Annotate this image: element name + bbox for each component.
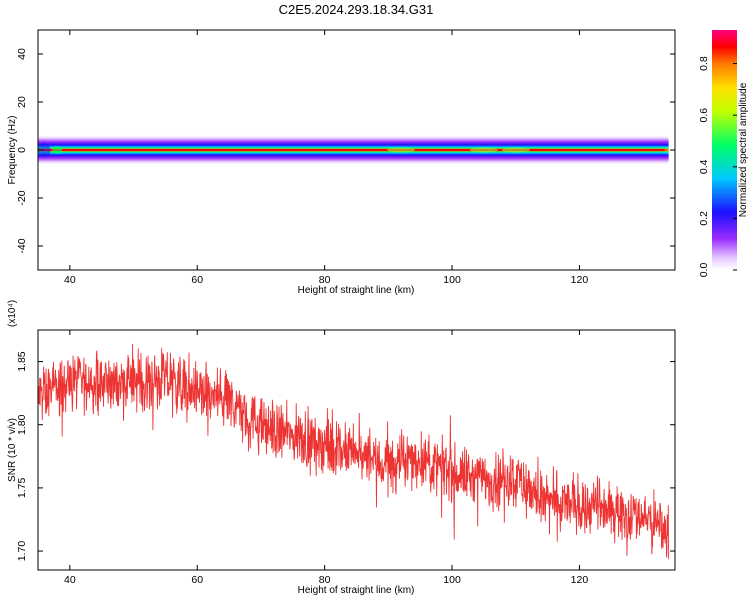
spectral-highlight <box>387 147 416 153</box>
snr-ytick-label: 1.75 <box>16 478 28 499</box>
figure-title: C2E5.2024.293.18.34.G31 <box>279 2 434 17</box>
spectrogram-xtick-label: 60 <box>191 274 203 286</box>
spectrogram-ytick-label: 0 <box>16 147 28 153</box>
snr-xtick-label: 40 <box>64 574 76 586</box>
snr-series-line <box>38 343 670 560</box>
spectrogram-panel: 40 60 80 100 120 -40 -20 0 20 40 Height of straig… <box>7 29 676 296</box>
snr-ticks: 40 60 80 100 120 1.70 1.75 1.80 1.85 <box>16 330 675 586</box>
snr-ytick-label: 1.80 <box>16 414 28 435</box>
snr-xtick-label: 60 <box>191 574 203 586</box>
spectrogram-ytick-label: 40 <box>16 48 28 60</box>
spectrogram-ytick-label: -20 <box>16 190 28 205</box>
spectral-highlight <box>469 147 498 153</box>
colorbar-ticks: 0.0 0.2 0.4 0.6 0.8 <box>698 56 737 277</box>
colorbar-tick-label: 0.8 <box>698 56 710 71</box>
snr-xlabel: Height of straight line (km) <box>298 585 415 596</box>
spectrogram-xlabel: Height of straight line (km) <box>298 285 415 296</box>
spectral-blob <box>38 143 51 157</box>
spectrogram-ytick-label: -40 <box>16 238 28 253</box>
colorbar: 0.0 0.2 0.4 0.6 0.8 Normalized spectral ampl… <box>698 30 749 277</box>
colorbar-tick-label: 0.0 <box>698 263 710 278</box>
spectral-highlight <box>501 147 530 153</box>
snr-ytick-label: 1.70 <box>16 541 28 562</box>
spectrogram-plot-area <box>38 134 669 166</box>
snr-ytick-label: 1.85 <box>16 351 28 372</box>
spectrogram-xtick-label: 40 <box>64 274 76 286</box>
snr-frame <box>37 329 676 571</box>
snr-y-multiplier: (x10⁴) <box>7 300 18 327</box>
spectrogram-xtick-label: 100 <box>443 274 461 286</box>
spectrogram-ytick-label: 20 <box>16 96 28 108</box>
colorbar-tick-label: 0.4 <box>698 159 710 174</box>
spectrogram-xtick-label: 80 <box>319 274 331 286</box>
spectrogram-ylabel: Frequency (Hz) <box>7 116 18 185</box>
colorbar-gradient <box>712 30 737 270</box>
snr-ylabel: SNR (10 * v/v) <box>7 418 18 482</box>
spectrogram-xtick-label: 120 <box>571 274 589 286</box>
snr-xtick-label: 100 <box>443 574 461 586</box>
snr-panel: 40 60 80 100 120 1.70 1.75 1.80 1.85 Height of s… <box>7 300 676 596</box>
colorbar-label: Normalized spectral amplitude <box>738 82 749 217</box>
snr-xtick-label: 80 <box>319 574 331 586</box>
colorbar-tick-label: 0.2 <box>698 211 710 226</box>
spectral-blob <box>52 146 63 154</box>
snr-xtick-label: 120 <box>571 574 589 586</box>
spectrogram-ticks: 40 60 80 100 120 -40 -20 0 20 40 <box>16 30 675 286</box>
colorbar-tick-label: 0.6 <box>698 108 710 123</box>
